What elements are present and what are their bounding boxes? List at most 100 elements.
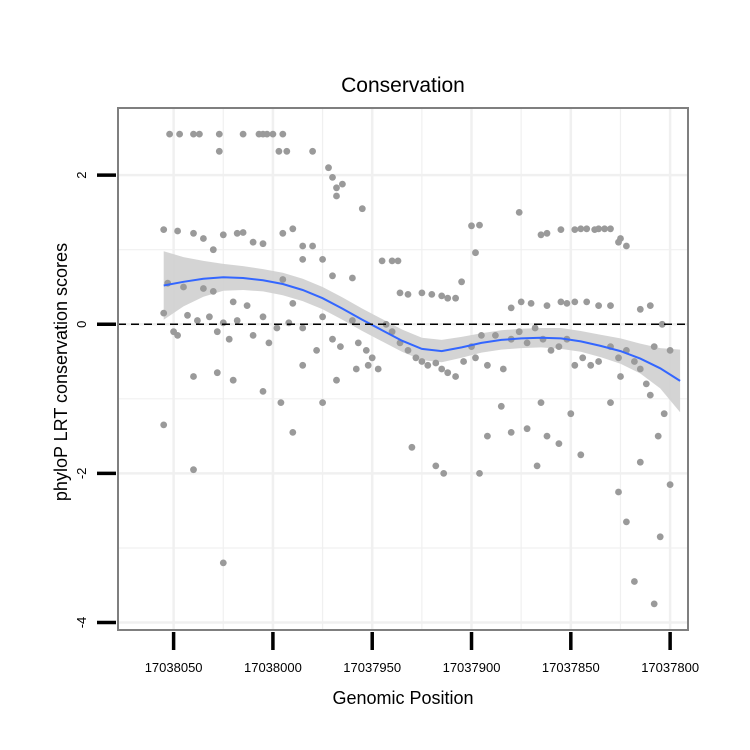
data-point <box>607 225 614 233</box>
data-point <box>460 358 467 365</box>
data-point <box>279 229 287 237</box>
data-point <box>263 130 271 138</box>
data-point <box>642 380 650 388</box>
data-point <box>507 304 515 312</box>
data-point <box>484 361 491 369</box>
data-point <box>325 164 332 172</box>
data-point <box>523 425 531 433</box>
data-point <box>617 235 624 242</box>
data-point <box>233 317 241 324</box>
data-point <box>492 332 499 339</box>
data-point <box>394 257 402 265</box>
data-point <box>595 358 602 365</box>
data-point <box>440 470 448 477</box>
data-point <box>458 278 465 286</box>
data-point <box>543 432 551 440</box>
data-point <box>283 147 291 155</box>
confidence-band <box>163 251 681 413</box>
data-point <box>196 130 203 138</box>
y-tick-label: 2 <box>74 171 89 178</box>
data-point <box>497 402 505 410</box>
data-point <box>555 440 563 447</box>
data-point <box>428 291 436 298</box>
data-point <box>631 578 638 585</box>
data-point <box>444 369 452 377</box>
data-point <box>200 235 207 242</box>
data-point <box>285 319 293 327</box>
data-point <box>517 298 525 306</box>
data-point <box>190 229 197 237</box>
data-point <box>273 324 281 332</box>
data-point <box>209 246 217 254</box>
data-point <box>174 332 182 339</box>
data-point <box>476 470 483 477</box>
data-point <box>243 302 251 309</box>
data-point <box>438 292 446 300</box>
data-point <box>478 332 485 339</box>
data-point <box>424 361 432 369</box>
data-point <box>339 180 346 188</box>
data-point <box>412 354 420 362</box>
data-point <box>215 147 223 155</box>
data-point <box>438 365 446 373</box>
plot-panel-background <box>118 108 688 630</box>
data-point <box>229 376 237 384</box>
data-point <box>388 257 396 265</box>
data-point <box>623 518 630 526</box>
data-point <box>259 240 267 248</box>
data-point <box>595 225 602 233</box>
data-point <box>537 399 545 406</box>
data-point <box>636 458 644 466</box>
plot-panel-border <box>117 107 689 631</box>
x-tick-label: 17037850 <box>542 660 600 675</box>
data-point <box>432 359 440 367</box>
data-point <box>180 283 187 291</box>
data-point <box>646 302 654 309</box>
data-point <box>190 130 197 138</box>
x-axis-title: Genomic Position <box>332 688 473 708</box>
data-point <box>200 285 207 292</box>
data-point <box>452 373 459 380</box>
data-point <box>666 481 674 488</box>
data-point <box>329 335 336 343</box>
data-point <box>194 317 201 324</box>
data-point <box>388 328 396 336</box>
data-point <box>468 222 475 230</box>
data-point <box>555 343 563 350</box>
data-point <box>319 399 326 406</box>
data-point <box>476 221 483 229</box>
data-point <box>319 256 326 263</box>
data-point <box>174 227 182 235</box>
data-point <box>537 231 545 239</box>
data-point <box>229 298 237 306</box>
data-point <box>382 320 390 328</box>
data-point <box>656 533 664 541</box>
data-point <box>577 225 585 233</box>
data-point <box>557 298 565 306</box>
data-point <box>636 305 644 313</box>
data-point <box>378 257 386 265</box>
data-point <box>358 205 366 213</box>
data-point <box>259 313 267 321</box>
data-point <box>499 365 507 373</box>
data-point <box>650 343 658 350</box>
data-point <box>515 328 523 336</box>
data-point <box>571 361 579 369</box>
data-point <box>543 302 551 309</box>
data-point <box>289 300 297 307</box>
data-point <box>515 209 523 216</box>
data-point <box>472 249 479 257</box>
data-point <box>418 358 426 365</box>
data-point <box>362 347 370 354</box>
data-point <box>666 347 674 354</box>
data-point <box>329 272 336 280</box>
x-tick-label: 17038050 <box>145 660 203 675</box>
data-point <box>523 339 531 347</box>
data-point <box>337 343 344 350</box>
data-point <box>354 339 362 347</box>
data-point <box>557 226 565 234</box>
data-point <box>213 369 221 377</box>
data-points <box>160 130 674 608</box>
data-point <box>607 399 614 406</box>
